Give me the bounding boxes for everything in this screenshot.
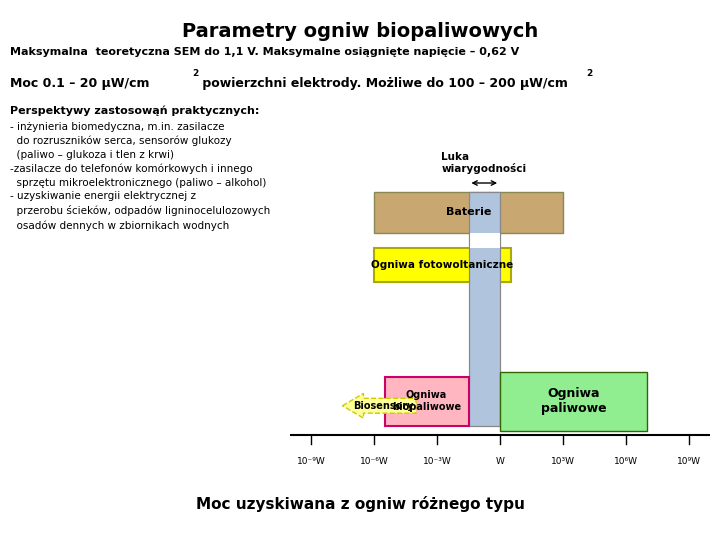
Text: 10⁻⁹W: 10⁻⁹W bbox=[297, 457, 325, 467]
Text: Moc 0.1 – 20 μW/cm: Moc 0.1 – 20 μW/cm bbox=[10, 77, 150, 90]
Bar bbox=[384, 376, 469, 426]
Text: 10³W: 10³W bbox=[551, 457, 575, 467]
Text: Moc uzyskiwana z ogniw różnego typu: Moc uzyskiwana z ogniw różnego typu bbox=[196, 496, 524, 512]
Text: Biosensory: Biosensory bbox=[354, 401, 414, 411]
Text: Perspektywy zastosowąń praktycznych:: Perspektywy zastosowąń praktycznych: bbox=[10, 105, 259, 116]
Text: 10⁻⁶W: 10⁻⁶W bbox=[359, 457, 388, 467]
Text: Parametry ogniw biopaliwowych: Parametry ogniw biopaliwowych bbox=[182, 22, 538, 41]
Text: W: W bbox=[495, 457, 505, 467]
Bar bbox=[469, 233, 500, 248]
Text: Ogniwa
paliwowe: Ogniwa paliwowe bbox=[541, 387, 606, 415]
Text: - inżynieria biomedyczna, m.in. zasilacze
  do rozruszników serca, sensorów gluk: - inżynieria biomedyczna, m.in. zasilacz… bbox=[10, 122, 270, 231]
Text: 10⁶W: 10⁶W bbox=[614, 457, 638, 467]
Text: Baterie: Baterie bbox=[446, 207, 491, 217]
Text: powierzchni elektrody. Możliwe do 100 – 200 μW/cm: powierzchni elektrody. Możliwe do 100 – … bbox=[198, 77, 568, 90]
Text: 2: 2 bbox=[192, 69, 198, 78]
Text: 10⁻³W: 10⁻³W bbox=[423, 457, 451, 467]
Text: Maksymalna  teoretyczna SEM do 1,1 V. Maksymalne osiągnięte napięcie – 0,62 V: Maksymalna teoretyczna SEM do 1,1 V. Mak… bbox=[10, 47, 519, 57]
Text: 10⁹W: 10⁹W bbox=[677, 457, 701, 467]
Bar bbox=[374, 248, 510, 282]
Bar bbox=[500, 372, 647, 430]
Text: Ogniwa
biopaliwowe: Ogniwa biopaliwowe bbox=[392, 390, 461, 412]
Bar bbox=[469, 192, 500, 426]
Bar bbox=[374, 192, 563, 233]
Polygon shape bbox=[343, 393, 416, 418]
Text: Luka
wiarygodności: Luka wiarygodności bbox=[441, 152, 526, 174]
Text: 2: 2 bbox=[586, 69, 593, 78]
Bar bbox=[469, 192, 500, 426]
Text: Ogniwa fotowoltaniczne: Ogniwa fotowoltaniczne bbox=[371, 260, 513, 270]
